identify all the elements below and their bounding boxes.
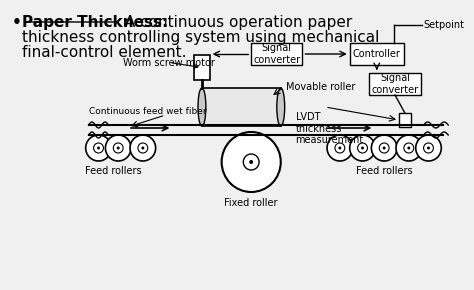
- Text: final-control element.: final-control element.: [22, 45, 186, 60]
- Circle shape: [138, 143, 148, 153]
- Circle shape: [357, 143, 367, 153]
- Circle shape: [427, 146, 430, 150]
- Circle shape: [350, 135, 375, 161]
- Circle shape: [249, 160, 253, 164]
- Circle shape: [93, 143, 103, 153]
- Circle shape: [86, 135, 111, 161]
- Circle shape: [130, 135, 155, 161]
- Text: Controller: Controller: [353, 49, 401, 59]
- Bar: [350, 43, 404, 65]
- Text: Signal
converter: Signal converter: [372, 73, 419, 95]
- Circle shape: [404, 143, 414, 153]
- Text: Continuous feed wet fiber: Continuous feed wet fiber: [89, 108, 206, 117]
- Circle shape: [424, 143, 433, 153]
- Bar: [194, 55, 210, 80]
- Text: Movable roller: Movable roller: [286, 82, 355, 92]
- Circle shape: [335, 143, 345, 153]
- Bar: [251, 43, 302, 65]
- Circle shape: [379, 143, 389, 153]
- Circle shape: [416, 135, 441, 161]
- Text: •: •: [12, 15, 22, 30]
- Text: Worm screw motor: Worm screw motor: [123, 57, 215, 68]
- Bar: [202, 88, 281, 126]
- Circle shape: [371, 135, 397, 161]
- Circle shape: [407, 146, 410, 150]
- Text: Paper Thickness:: Paper Thickness:: [22, 15, 168, 30]
- Text: Setpoint: Setpoint: [424, 20, 465, 30]
- Circle shape: [396, 135, 421, 161]
- Text: Signal
converter: Signal converter: [253, 43, 301, 65]
- Circle shape: [113, 143, 123, 153]
- Bar: [369, 73, 420, 95]
- Circle shape: [117, 146, 120, 150]
- Text: Feed rollers: Feed rollers: [356, 166, 412, 176]
- Circle shape: [327, 135, 353, 161]
- Circle shape: [338, 146, 341, 150]
- Circle shape: [243, 154, 259, 170]
- Text: Feed rollers: Feed rollers: [85, 166, 142, 176]
- Text: LVDT
thickness
measurement: LVDT thickness measurement: [295, 112, 364, 145]
- Circle shape: [222, 132, 281, 192]
- Circle shape: [141, 146, 144, 150]
- Text: A continuous operation paper: A continuous operation paper: [120, 15, 353, 30]
- Circle shape: [361, 146, 364, 150]
- Text: Fixed roller: Fixed roller: [225, 198, 278, 208]
- Bar: [399, 113, 411, 127]
- Text: thickness controlling system using mechanical: thickness controlling system using mecha…: [22, 30, 379, 45]
- Circle shape: [97, 146, 100, 150]
- Ellipse shape: [198, 88, 206, 126]
- Ellipse shape: [277, 88, 285, 126]
- Circle shape: [105, 135, 131, 161]
- Circle shape: [383, 146, 386, 150]
